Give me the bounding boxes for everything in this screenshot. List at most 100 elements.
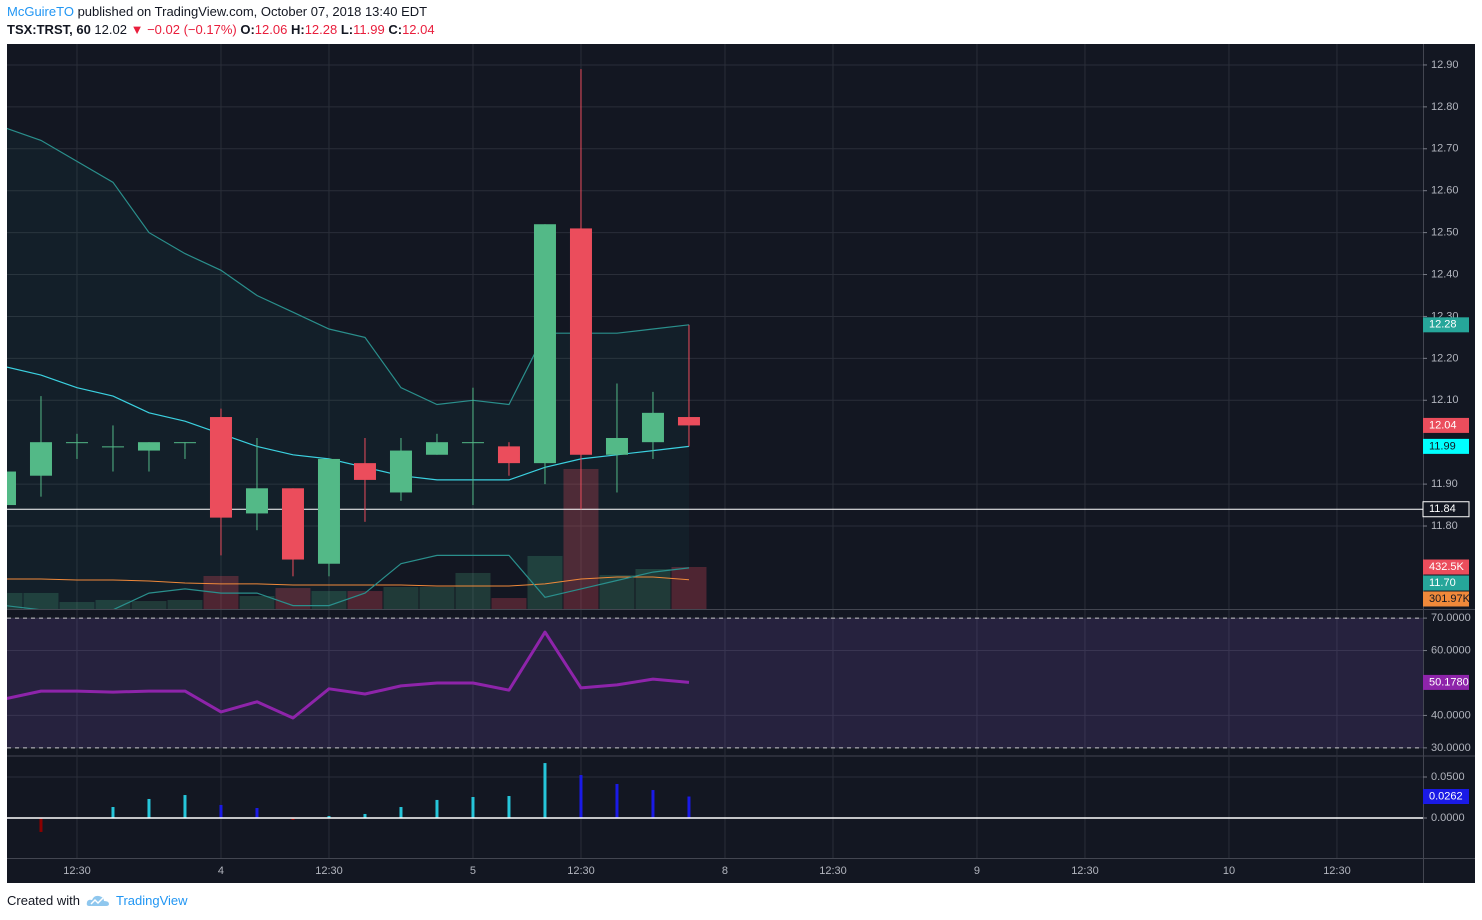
header: McGuireTO published on TradingView.com, …	[7, 3, 435, 39]
volume-bar	[167, 599, 203, 609]
footer: Created with TradingView	[7, 893, 188, 908]
histogram-bar	[363, 813, 367, 818]
volume-bar	[635, 568, 671, 609]
axes: 12:30 4 12:30 5 12:30 8 12:30 9 12:30 10 12:30 12.9…	[7, 44, 1475, 883]
ohlc-key: C:	[388, 22, 403, 37]
histogram-bar	[255, 807, 259, 818]
price-label-bg	[1423, 559, 1469, 575]
price-label-bg	[1422, 501, 1470, 518]
price-label-bg	[1423, 674, 1469, 690]
price-label: 12.04	[1429, 419, 1457, 431]
last-price: 12.02	[94, 22, 127, 37]
down-arrow: ▼	[130, 22, 144, 37]
y-tick-label: 12.90	[1431, 59, 1459, 71]
y-tick-label: 12.50	[1431, 227, 1459, 239]
histogram-bar	[579, 775, 583, 818]
candle-body	[533, 224, 556, 464]
candle-body	[29, 442, 52, 476]
x-tick-label: 5	[470, 865, 476, 877]
price-label-bg	[1423, 438, 1469, 454]
y-tick-label: 12.60	[1431, 185, 1459, 197]
histogram-bar	[183, 795, 187, 818]
candle-body	[7, 471, 16, 506]
histogram-bar	[615, 783, 619, 818]
candle-body	[173, 442, 196, 444]
x-tick-label: 12:30	[1071, 865, 1099, 877]
candle-body	[605, 437, 628, 455]
candle-body	[209, 417, 232, 518]
candle-body	[317, 458, 340, 564]
volume-bar	[7, 592, 23, 609]
x-tick-label: 4	[218, 865, 224, 877]
ohlc-key: L:	[340, 22, 354, 37]
y-tick-label: 12.80	[1431, 101, 1459, 113]
symbol: TSX:TRST, 60	[7, 22, 91, 37]
ohlc-value: 12.28	[304, 22, 338, 37]
ohlc-value: 12.06	[254, 22, 288, 37]
rsi-line	[7, 630, 690, 720]
histogram-bar	[39, 817, 43, 832]
author[interactable]: McGuireTO	[7, 4, 74, 19]
y-tick-label: 40.0000	[1431, 709, 1471, 721]
level-fill	[7, 618, 1423, 748]
volume-bar	[59, 602, 95, 609]
chart: 12:30 4 12:30 5 12:30 8 12:30 9 12:30 10 12:30 12.9…	[7, 44, 1475, 883]
price-label: 432.5K	[1429, 561, 1465, 573]
volume-bar	[383, 586, 419, 609]
price-pane	[7, 44, 1423, 609]
volume-bar	[491, 598, 527, 609]
price-label-bg	[1423, 789, 1469, 805]
price-label: 11.84	[1429, 503, 1456, 515]
band-line	[7, 554, 690, 609]
rsi-pane	[7, 610, 1423, 755]
published: published on TradingView.com, October 07…	[77, 4, 428, 19]
x-tick-label: 12:30	[63, 865, 91, 877]
ohlc-value: 11.99	[353, 22, 385, 37]
price-label: 0.0262	[1429, 790, 1463, 802]
change: −0.02 (−0.17%)	[147, 22, 237, 37]
histogram-bar	[327, 816, 331, 818]
header-line: TSX:TRST, 60 12.02 ▼ −0.02 (−0.17%) O:12…	[7, 21, 435, 39]
volume-bar	[275, 588, 311, 609]
histogram-bar	[471, 797, 475, 818]
volume-bar	[203, 575, 239, 609]
created-with: Created with	[7, 893, 80, 908]
y-tick-label: 11.80	[1431, 520, 1458, 532]
histogram-bar	[435, 799, 439, 818]
volume-bar	[95, 599, 131, 609]
candle-body	[353, 463, 376, 480]
volume-bar	[671, 566, 707, 609]
x-tick-label: 10	[1223, 865, 1235, 877]
logo	[86, 895, 109, 906]
brand[interactable]: TradingView	[115, 893, 188, 908]
price-label: 11.99	[1429, 440, 1456, 452]
histogram-bar	[687, 796, 691, 818]
price-label: 301.97K	[1429, 593, 1471, 605]
histogram-bar	[219, 804, 223, 818]
volume-bar	[311, 591, 347, 609]
y-tick-label: 70.0000	[1431, 612, 1471, 624]
price-label: 50.1780	[1429, 676, 1469, 688]
histogram-bar	[111, 807, 115, 818]
x-tick-label: 8	[722, 865, 728, 877]
y-tick-label: 12.10	[1431, 394, 1459, 406]
candle-body	[101, 446, 124, 448]
histogram-bar	[147, 798, 151, 818]
candle-body	[641, 412, 664, 443]
y-tick-label: 0.0500	[1431, 771, 1465, 783]
x-tick-label: 9	[974, 865, 980, 877]
x-tick-label: 12:30	[315, 865, 343, 877]
y-tick-label: 11.90	[1431, 478, 1458, 490]
ohlc-value: 12.04	[402, 22, 435, 37]
price-label-bg	[1423, 317, 1469, 333]
candle-body	[281, 488, 304, 560]
candle-body	[425, 442, 448, 455]
y-tick-label: 0.0000	[1431, 812, 1465, 824]
chart-background	[7, 44, 1475, 883]
band-fill	[7, 128, 689, 609]
ohlc-key: H:	[290, 22, 305, 37]
histogram-bar	[291, 817, 295, 820]
volume-bar	[131, 601, 167, 609]
histogram-bar	[507, 796, 511, 818]
